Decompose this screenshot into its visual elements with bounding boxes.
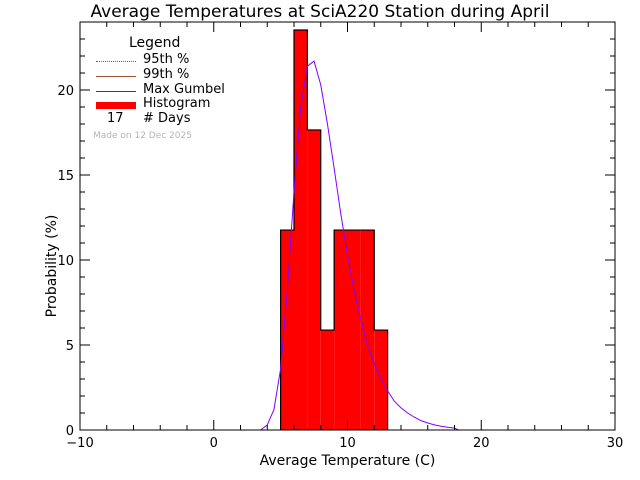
histogram-bar (294, 29, 308, 431)
x-tick-label: 20 (473, 436, 490, 451)
x-axis-label: Average Temperature (C) (259, 453, 436, 469)
y-axis-ticks: 0 5 10 15 20 (57, 21, 615, 439)
x-tick-label: 30 (607, 436, 624, 451)
legend-label-99th: 99th % (143, 67, 190, 82)
days-label: # Days (143, 111, 191, 126)
x-tick-label: 0 (210, 436, 218, 451)
y-tick-label: 15 (57, 169, 74, 184)
legend-swatch-95th (96, 61, 136, 62)
histogram-bar (280, 230, 294, 430)
legend-item-95th: 95th % (96, 52, 226, 69)
histogram-bars (280, 29, 389, 431)
histogram-bar (307, 129, 321, 430)
legend-label-gumbel: Max Gumbel (143, 82, 225, 97)
legend-swatch-gumbel (96, 91, 136, 92)
x-axis-ticks: −10 0 10 20 30 (66, 22, 623, 451)
histogram-bar (360, 230, 375, 430)
y-tick-label: 0 (66, 424, 74, 439)
made-on-note: Made on 12 Dec 2025 (93, 131, 192, 141)
histogram-bar (320, 330, 335, 430)
y-tick-label: 20 (57, 84, 74, 99)
legend-title: Legend (129, 35, 181, 51)
y-tick-label: 10 (57, 254, 74, 269)
x-tick-label: 10 (339, 436, 356, 451)
histogram-bar (347, 230, 361, 430)
y-tick-label: 5 (66, 339, 74, 354)
legend-item-99th: 99th % (96, 67, 226, 84)
legend-item-histogram: Histogram (96, 96, 226, 113)
legend-swatch-99th (96, 76, 136, 77)
gumbel-curve-group (260, 60, 459, 431)
days-count: 17 (107, 111, 124, 126)
y-axis-label: Probability (%) (44, 214, 60, 318)
legend-swatch-histogram (96, 102, 136, 109)
histogram-bar (334, 230, 348, 430)
histogram-outline (280, 29, 389, 430)
gumbel-curve (260, 60, 459, 431)
legend-label-95th: 95th % (143, 52, 190, 67)
x-tick-label: −10 (66, 436, 93, 451)
chart-title: Average Temperatures at SciA220 Station … (90, 2, 550, 22)
legend-item-gumbel: Max Gumbel (96, 82, 226, 99)
legend-label-histogram: Histogram (143, 96, 211, 111)
